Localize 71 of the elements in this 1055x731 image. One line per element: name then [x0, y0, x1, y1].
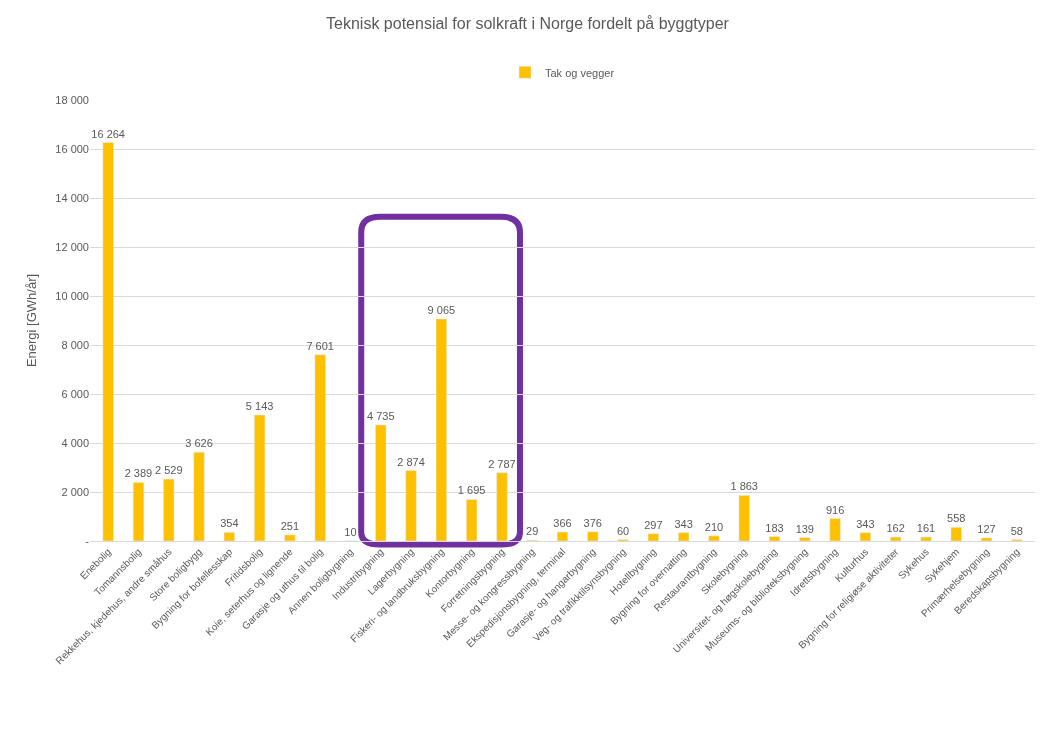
- data-label: 127: [977, 522, 996, 535]
- y-tick-label: 12 000: [55, 240, 89, 253]
- data-label: 2 389: [124, 467, 153, 480]
- bar: [768, 536, 781, 541]
- data-label: 16 264: [91, 127, 125, 140]
- data-label: 162: [886, 522, 905, 535]
- data-label: 210: [704, 520, 724, 533]
- data-label: 376: [583, 516, 602, 529]
- bar: [587, 531, 599, 541]
- bar: [223, 532, 235, 541]
- bar: [829, 518, 841, 541]
- bar: [254, 414, 266, 541]
- data-label: 5 143: [245, 400, 274, 412]
- bar: [980, 537, 993, 541]
- data-label: 3 626: [185, 437, 213, 450]
- bar: [496, 472, 508, 541]
- data-label: 2 787: [488, 457, 516, 470]
- bar: [314, 354, 326, 541]
- data-label: 366: [553, 517, 572, 530]
- chart-title: Teknisk potensial for solkraft i Norge fordelt på byggtyper: [326, 15, 730, 33]
- bar: [556, 531, 569, 541]
- data-label: 2 874: [397, 455, 425, 468]
- bar: [284, 534, 296, 541]
- data-label: 343: [674, 517, 693, 530]
- data-label: 251: [280, 519, 300, 532]
- data-label: 139: [795, 522, 814, 535]
- data-label: 343: [856, 517, 875, 530]
- data-label: 10: [344, 525, 357, 538]
- y-tick-label: 14 000: [55, 191, 89, 204]
- bar: [708, 535, 720, 541]
- y-tick-label: 6 000: [61, 387, 89, 400]
- data-label: 558: [947, 512, 966, 525]
- data-label: 7 601: [306, 339, 334, 352]
- bar: [102, 142, 114, 541]
- bar: [890, 536, 902, 541]
- y-tick-label: 8 000: [61, 338, 89, 351]
- bar: [132, 482, 145, 541]
- bar: [647, 533, 659, 541]
- data-label: 161: [916, 522, 936, 535]
- data-label: 1 695: [457, 484, 486, 497]
- bar: [920, 536, 932, 541]
- data-label: 9 065: [427, 303, 456, 316]
- y-tick-label: -: [85, 534, 90, 547]
- bar: [859, 532, 871, 541]
- y-tick-label: 18 000: [55, 93, 89, 106]
- data-label: 60: [616, 524, 630, 537]
- bar: [738, 495, 750, 541]
- y-tick-label: 2 000: [61, 485, 89, 498]
- bar: [435, 318, 447, 541]
- y-tick-label: 10 000: [55, 289, 89, 302]
- bar: [163, 478, 175, 541]
- bar: [799, 537, 811, 541]
- data-label: 354: [220, 517, 239, 530]
- data-label: 29: [526, 525, 539, 538]
- data-label: 1 863: [730, 480, 758, 493]
- bar: [193, 451, 205, 541]
- data-label: 58: [1010, 524, 1023, 537]
- y-tick-label: 16 000: [55, 142, 89, 155]
- data-label: 4 735: [367, 409, 395, 422]
- bar: [405, 470, 417, 541]
- bar: [375, 424, 387, 541]
- data-label: 916: [825, 503, 845, 516]
- data-label: 297: [644, 518, 663, 531]
- data-label: 183: [765, 521, 784, 534]
- y-axis-title: Energi [GWh/år]: [24, 273, 40, 368]
- y-tick-label: 4 000: [61, 436, 89, 449]
- bar: [466, 499, 478, 541]
- bar: [678, 532, 690, 541]
- data-label: 2 529: [154, 464, 183, 477]
- legend-label: Tak og vegger: [545, 66, 615, 79]
- bar: [950, 527, 962, 541]
